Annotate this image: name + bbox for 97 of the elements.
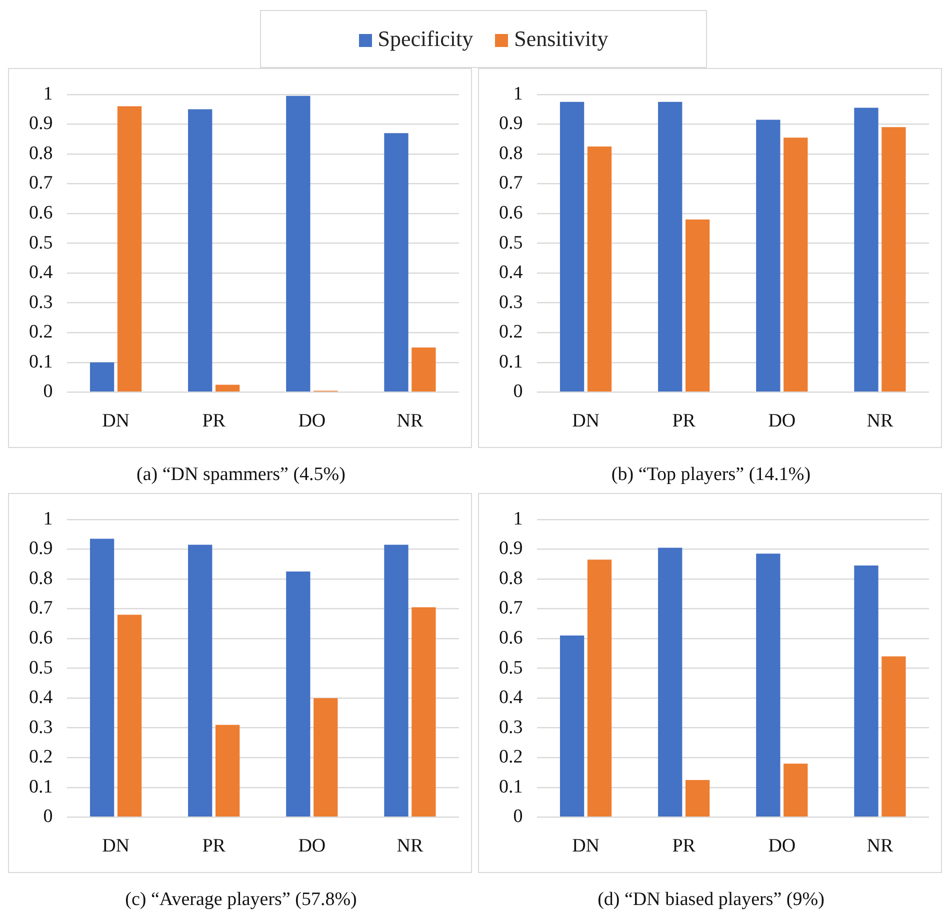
y-tick-label: 1: [43, 83, 53, 104]
y-tick-label: 0.6: [29, 202, 53, 224]
x-tick-label: PR: [672, 836, 696, 857]
x-tick-label: PR: [202, 410, 226, 432]
x-tick-label: NR: [866, 410, 894, 432]
text: (d) “DN biased players” (9%): [596, 889, 826, 911]
bar: [117, 106, 142, 392]
y-tick-label: 0.3: [29, 292, 53, 313]
y-tick-label: 1: [513, 508, 523, 530]
bar: [685, 219, 710, 392]
bar: [90, 538, 114, 817]
y-tick-label: 0.5: [499, 657, 523, 678]
legend-label: Sensitivity: [513, 26, 608, 52]
y-tick-label: 0: [43, 381, 53, 402]
x-tick-label: DN: [102, 410, 130, 432]
y-tick-label: 0.4: [29, 262, 54, 284]
x-tick-label: DO: [298, 410, 326, 432]
bar: [188, 109, 212, 392]
y-tick-label: 0.7: [499, 172, 523, 194]
bar: [314, 698, 338, 817]
bar: [756, 554, 780, 817]
y-tick-label: 0: [513, 381, 523, 402]
bar: [587, 146, 612, 392]
x-tick-label: NR: [396, 410, 424, 432]
y-tick-label: 0.3: [499, 716, 523, 738]
bar: [784, 764, 808, 817]
y-tick-label: 0.7: [499, 598, 523, 619]
bar: [882, 656, 906, 817]
y-tick-label: 0: [513, 806, 523, 828]
y-tick-label: 0.4: [499, 262, 524, 284]
y-tick-label: 1: [43, 508, 53, 530]
y-tick-label: 0.1: [499, 776, 523, 798]
y-tick-label: 0.8: [29, 142, 53, 164]
text: (c) “Average players” (57.8%): [124, 889, 358, 911]
x-tick-label: DN: [102, 836, 130, 857]
bar: [658, 102, 682, 392]
x-tick-label: DN: [572, 410, 600, 432]
y-tick-label: 0.5: [499, 232, 523, 254]
y-tick-label: 0.9: [29, 538, 53, 560]
y-tick-label: 0.3: [29, 716, 53, 738]
bar: [854, 566, 878, 817]
x-tick-label: PR: [672, 410, 696, 432]
text: (a) “DN spammers” (4.5%): [136, 464, 346, 486]
y-tick-label: 0.5: [29, 232, 53, 254]
y-tick-label: 0.8: [499, 142, 523, 164]
y-tick-label: 0.2: [29, 322, 53, 343]
bar: [756, 120, 780, 392]
bar: [658, 548, 682, 817]
bar: [560, 102, 584, 392]
y-tick-label: 0.3: [499, 292, 523, 313]
bar: [215, 384, 240, 392]
y-tick-label: 0.7: [29, 172, 53, 194]
y-tick-label: 0.1: [29, 351, 53, 372]
y-tick-label: 0: [43, 806, 53, 828]
y-tick-label: 0.1: [499, 351, 523, 372]
y-tick-label: 0.7: [29, 598, 53, 619]
legend-label: Specificity: [376, 26, 474, 52]
bar: [90, 362, 114, 392]
bar: [412, 348, 436, 392]
bar: [384, 544, 408, 817]
y-tick-label: 0.4: [29, 687, 54, 708]
bar: [560, 636, 584, 817]
x-tick-label: PR: [202, 836, 226, 857]
y-tick-label: 0.1: [29, 776, 53, 798]
y-tick-label: 0.9: [499, 113, 523, 134]
bar: [117, 614, 142, 817]
y-tick-label: 0.6: [29, 628, 53, 649]
y-tick-label: 0.8: [499, 568, 523, 589]
y-tick-label: 0.2: [499, 746, 523, 768]
y-tick-label: 0.5: [29, 657, 53, 678]
bar: [215, 724, 240, 817]
y-tick-label: 0.8: [29, 568, 53, 589]
y-tick-label: 0.6: [499, 202, 523, 224]
bar: [854, 108, 878, 392]
y-tick-label: 0.2: [29, 746, 53, 768]
y-tick-label: 0.9: [29, 113, 53, 134]
bar: [685, 780, 710, 817]
bar: [587, 560, 612, 817]
bar: [188, 544, 212, 817]
bar: [384, 133, 408, 392]
x-tick-label: DO: [768, 836, 796, 857]
y-tick-label: 1: [513, 83, 523, 104]
bar: [286, 96, 310, 392]
y-tick-label: 0.6: [499, 628, 523, 649]
bar: [882, 127, 906, 392]
y-tick-label: 0.2: [499, 322, 523, 343]
y-tick-label: 0.9: [499, 538, 523, 560]
bar: [412, 607, 436, 817]
y-tick-label: 0.4: [499, 687, 524, 708]
x-tick-label: DO: [768, 410, 796, 432]
bar: [784, 138, 808, 392]
x-tick-label: DO: [298, 836, 326, 857]
x-tick-label: NR: [866, 836, 894, 857]
text: (b) “Top players” (14.1%): [610, 464, 812, 486]
x-tick-label: DN: [572, 836, 600, 857]
bar: [286, 572, 310, 817]
x-tick-label: NR: [396, 836, 424, 857]
